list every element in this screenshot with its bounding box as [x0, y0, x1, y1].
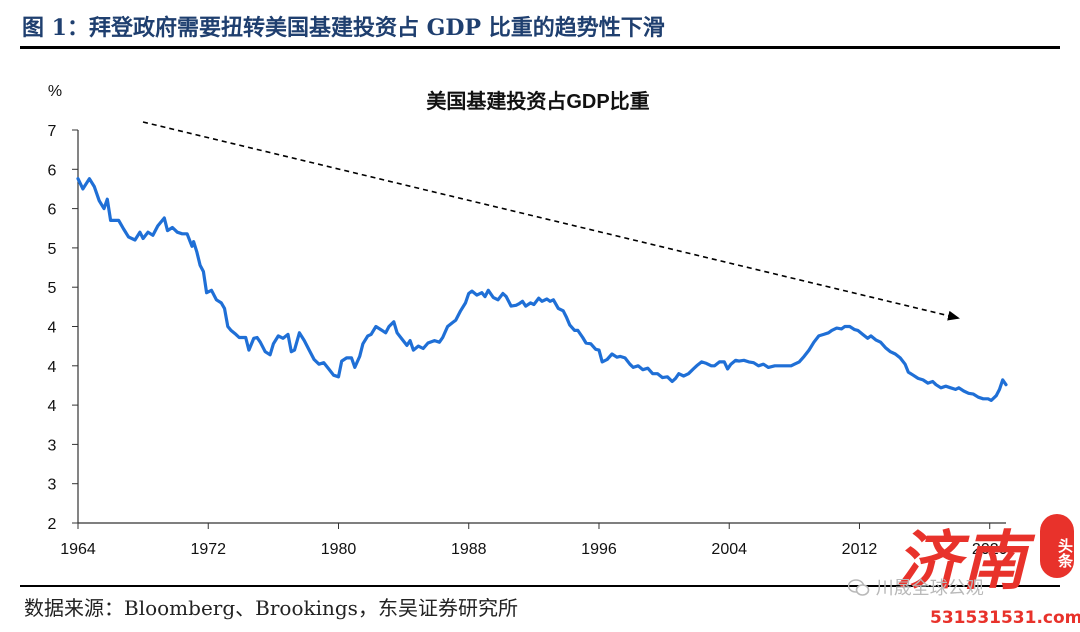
- line-chart: 美国基建投资占GDP比重 % 2 3 3 4 4 4 5 5 6 6 7 1964 1972 1980 19…: [48, 83, 1008, 558]
- wechat-icon: [848, 579, 870, 596]
- y-tick-label: 4: [48, 320, 57, 337]
- y-tick-label: 3: [48, 477, 57, 494]
- watermark-seal: 头条: [1040, 514, 1074, 578]
- y-axis-unit-label: %: [48, 83, 62, 100]
- y-tick-label: 2: [48, 516, 57, 533]
- series-group: [76, 177, 1008, 402]
- watermark-account-name: 川晟全球公观: [875, 578, 984, 599]
- watermark-logo: 济南: [896, 524, 1028, 599]
- source-note: 数据来源：Bloomberg、Brookings，东吴证券研究所: [24, 596, 518, 620]
- series-line: [76, 177, 1008, 402]
- trend-arrow: [142, 121, 960, 321]
- source-rule: [20, 585, 1060, 587]
- y-tick-label: 6: [48, 162, 57, 179]
- axes: 2 3 3 4 4 4 5 5 6 6 7 1964 1972 1980 1988 1996 2004 2012 2…: [48, 123, 1008, 558]
- x-tick-label: 1996: [581, 541, 617, 558]
- watermark: 济南 头条 川晟全球公观 531531531.com: [838, 510, 1080, 632]
- y-tick-label: 6: [48, 202, 57, 219]
- y-tick-label: 5: [48, 280, 57, 297]
- watermark-account: 川晟全球公观: [848, 574, 984, 600]
- y-tick-label: 3: [48, 437, 57, 454]
- y-tick-label: 7: [48, 123, 57, 140]
- x-tick-label: 2012: [842, 541, 878, 558]
- y-tick-label: 4: [48, 359, 57, 376]
- x-tick-label: 1980: [321, 541, 357, 558]
- x-tick-label: 1964: [60, 541, 96, 558]
- x-tick-label: 2004: [711, 541, 747, 558]
- chart-title: 美国基建投资占GDP比重: [426, 89, 649, 113]
- x-tick-label: 1972: [190, 541, 226, 558]
- x-tick-label: 1988: [451, 541, 487, 558]
- title-rule: [20, 46, 1060, 49]
- y-tick-label: 5: [48, 241, 57, 258]
- watermark-phone: 531531531.com: [930, 608, 1080, 628]
- annotations: [142, 121, 960, 321]
- figure-title: 图 1：拜登政府需要扭转美国基建投资占 GDP 比重的趋势性下滑: [22, 15, 665, 41]
- x-tick-label: 2020: [972, 541, 1008, 558]
- y-tick-label: 4: [48, 398, 57, 415]
